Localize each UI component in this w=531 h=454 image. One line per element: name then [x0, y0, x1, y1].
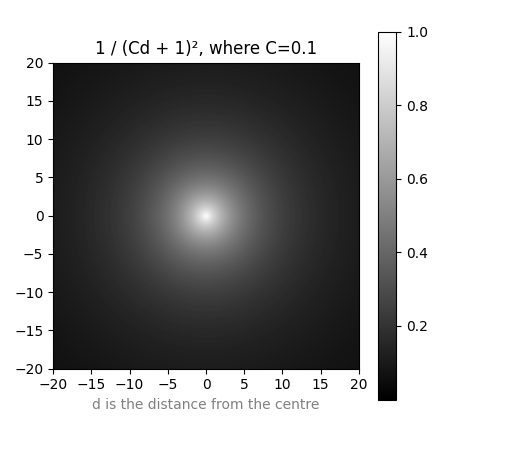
Title: 1 / (Cd + 1)², where C=0.1: 1 / (Cd + 1)², where C=0.1 [95, 40, 317, 59]
X-axis label: d is the distance from the centre: d is the distance from the centre [92, 398, 320, 412]
